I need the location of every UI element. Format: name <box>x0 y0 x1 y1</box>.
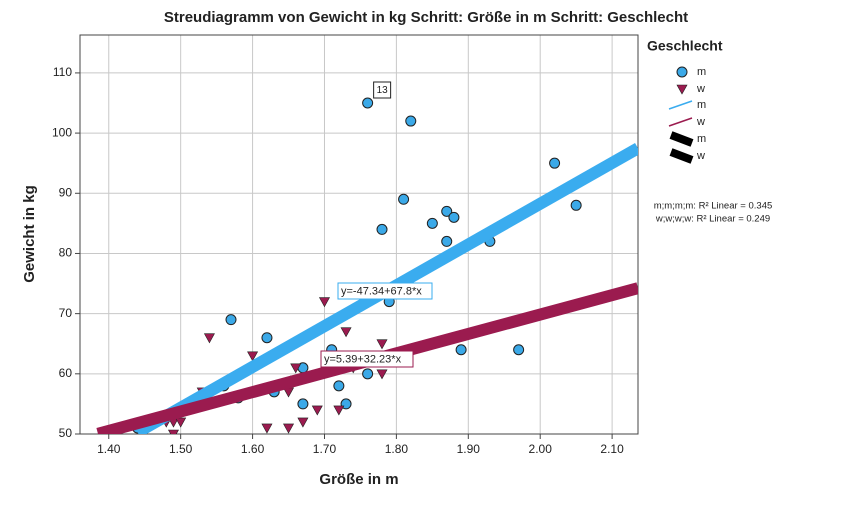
point <box>290 363 302 374</box>
y-tick-label: 110 <box>53 65 72 79</box>
x-tick-label: 1.50 <box>169 442 193 456</box>
y-tick-label: 70 <box>59 306 73 320</box>
y-tick-label: 50 <box>59 426 73 440</box>
x-axis-title: Größe in m <box>319 471 398 488</box>
legend-marker <box>676 66 688 78</box>
point <box>426 217 438 229</box>
point <box>225 314 237 326</box>
x-tick-label: 2.00 <box>529 442 553 456</box>
fit-label: y=-47.34+67.8*x <box>341 285 422 297</box>
y-tick-label: 60 <box>59 366 73 380</box>
y-axis-title: Gewicht in kg <box>21 185 38 283</box>
point <box>297 417 309 428</box>
point <box>513 344 525 356</box>
point <box>175 417 187 428</box>
fit-label-box <box>320 350 414 368</box>
legend-label: w <box>696 116 705 128</box>
plot-border <box>79 34 639 435</box>
legend-marker <box>676 84 688 95</box>
point <box>376 369 388 380</box>
point <box>441 235 453 247</box>
point <box>362 368 374 380</box>
point <box>261 423 273 434</box>
r2-label: w;w;w;w: R² Linear = 0.249 <box>655 214 770 225</box>
y-tick-label: 80 <box>59 246 73 260</box>
x-tick-label: 2.10 <box>600 442 624 456</box>
point <box>340 327 352 338</box>
point <box>333 380 345 392</box>
x-tick-label: 1.60 <box>241 442 265 456</box>
legend-label: m <box>697 66 706 78</box>
point <box>441 205 453 217</box>
legend-bar <box>669 148 694 164</box>
point <box>167 429 179 434</box>
point <box>333 405 345 416</box>
legend-label: w <box>696 150 705 162</box>
point <box>570 199 582 211</box>
point <box>203 333 215 344</box>
x-tick-label: 1.40 <box>97 442 121 456</box>
point <box>261 332 273 344</box>
y-tick-label: 100 <box>52 125 72 139</box>
x-tick-label: 1.90 <box>457 442 481 456</box>
fit-label: y=5.39+32.23*x <box>324 353 402 365</box>
point <box>448 211 460 223</box>
x-tick-label: 1.70 <box>313 442 337 456</box>
legend-label: w <box>696 83 705 95</box>
annotation-box <box>373 81 392 99</box>
point <box>283 423 295 434</box>
chart-title: Streudiagramm von Gewicht in kg Schritt:… <box>164 9 688 26</box>
point <box>405 115 417 127</box>
annotation: 13 <box>377 85 389 96</box>
fit-label-box <box>337 282 433 300</box>
legend-label: m <box>697 99 706 111</box>
point <box>247 351 259 362</box>
point <box>297 398 309 410</box>
point <box>318 297 330 308</box>
point <box>376 223 388 235</box>
x-tick-label: 1.80 <box>385 442 409 456</box>
r2-label: m;m;m;m: R² Linear = 0.345 <box>654 201 773 212</box>
point <box>398 193 410 205</box>
point <box>311 405 323 416</box>
legend-bar <box>669 131 694 147</box>
legend-title: Geschlecht <box>647 38 723 54</box>
point <box>376 339 388 350</box>
legend-label: m <box>697 133 706 145</box>
y-tick-label: 90 <box>59 185 73 199</box>
legend-line <box>668 100 693 110</box>
point <box>455 344 467 356</box>
point <box>362 97 374 109</box>
legend-line <box>668 117 693 127</box>
point <box>549 157 561 169</box>
